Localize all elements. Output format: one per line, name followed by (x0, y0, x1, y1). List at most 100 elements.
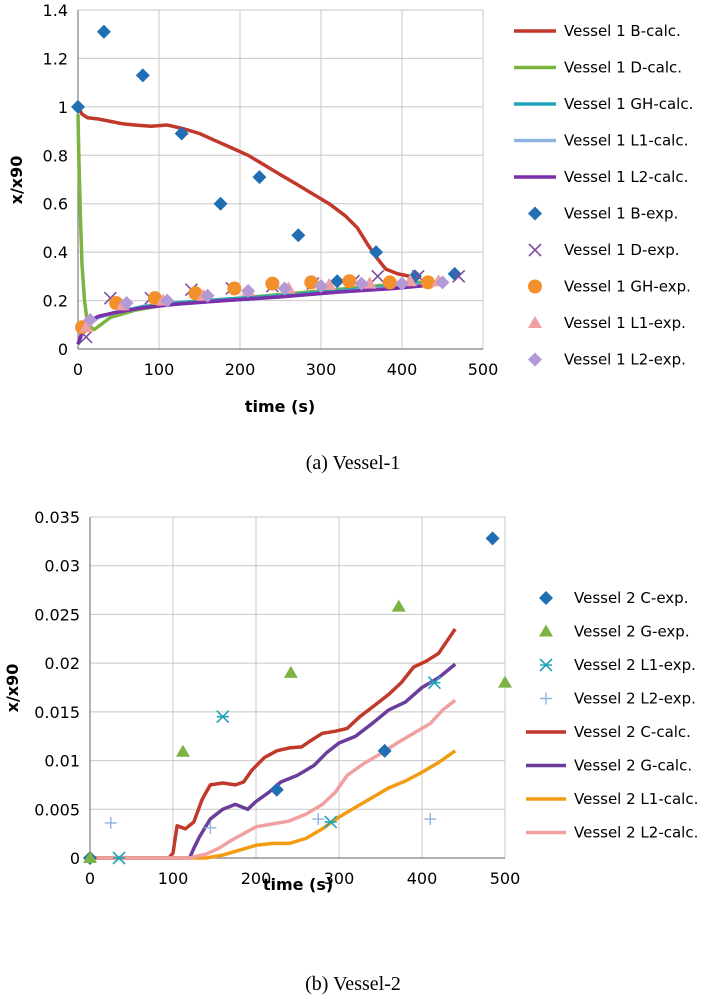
data-point-vessel-1-gh-exp (265, 276, 280, 291)
data-point-vessel-1-b-exp (135, 68, 150, 83)
x-tick-label: 100 (158, 869, 189, 888)
data-point-vessel-2-c-exp (269, 782, 284, 797)
legend-swatch (539, 658, 553, 672)
x-tick-label: 300 (306, 360, 337, 379)
data-point-vessel-1-b-exp (330, 274, 345, 289)
data-point-vessel-2-g-exp (283, 665, 298, 678)
legend-entry: Vessel 1 D-calc. (564, 59, 682, 77)
x-tick-label: 400 (387, 360, 418, 379)
y-tick-label: 0.005 (34, 800, 80, 819)
y-tick-label: 0.025 (34, 605, 80, 624)
data-point-vessel-2-l2-exp (424, 813, 437, 826)
y-tick-label: 0.035 (34, 508, 80, 527)
data-point-vessel-1-gh-exp (227, 281, 242, 296)
legend-entry: Vessel 1 L2-calc. (564, 168, 688, 186)
data-point-vessel-1-b-exp (213, 196, 228, 211)
figure-caption: (a) Vessel-1 (306, 452, 401, 474)
x-tick-label: 0 (73, 360, 83, 379)
legend-entry: Vessel 2 L2-calc. (574, 824, 698, 842)
legend-entry: Vessel 1 D-exp. (564, 241, 680, 259)
series-line-vessel-1-l2-calc (76, 283, 435, 345)
x-tick-label: 200 (241, 869, 272, 888)
legend-swatch (540, 692, 552, 705)
y-tick-label: 1.4 (43, 1, 68, 20)
data-point-vessel-2-c-exp (377, 743, 392, 758)
data-point-vessel-1-l2-exp (160, 293, 175, 308)
data-point-vessel-1-l2-exp (435, 275, 450, 290)
legend-entry: Vessel 2 L1-exp. (574, 656, 696, 674)
data-point-vessel-2-g-exp (391, 599, 406, 612)
data-point-vessel-1-l1-exp (79, 320, 94, 333)
y-tick-label: 0.015 (34, 703, 80, 722)
legend-entry: Vessel 1 L1-exp. (564, 314, 686, 332)
data-point-vessel-2-l1-exp (427, 676, 442, 690)
legend-entry: Vessel 2 C-exp. (574, 589, 688, 607)
legend-entry: Vessel 1 GH-exp. (564, 278, 691, 296)
x-axis-label: time (s) (245, 397, 315, 416)
series-line-vessel-1-gh-calc (76, 280, 435, 345)
legend-entry: Vessel 1 L2-exp. (564, 351, 686, 369)
data-point-vessel-1-b-exp (71, 99, 85, 114)
x-tick-label: 200 (225, 360, 256, 379)
data-point-vessel-1-l2-exp (277, 281, 292, 296)
legend-swatch (528, 206, 542, 221)
legend-entry: Vessel 2 G-exp. (574, 623, 690, 641)
x-tick-label: 300 (324, 869, 355, 888)
data-point-vessel-1-b-exp (291, 228, 306, 243)
data-point-vessel-1-l2-exp (354, 276, 369, 291)
chart-vessel-2: 0 100 200 300 400 500 0 0.005 0.01 0.015 0.02 0.025… (3, 508, 698, 995)
series-line-vessel-1-l1-calc (76, 281, 435, 345)
y-tick-label: 1 (58, 98, 68, 117)
legend-entry: Vessel 1 B-exp. (564, 205, 678, 223)
data-point-vessel-1-l2-exp (119, 295, 134, 310)
data-point-vessel-1-gh-exp (342, 274, 357, 289)
x-tick-label: 400 (407, 869, 438, 888)
data-point-vessel-1-l2-exp (395, 276, 409, 291)
data-point-vessel-2-l2-exp (104, 816, 117, 829)
data-point-vessel-1-b-exp (174, 126, 189, 141)
data-point-vessel-1-l2-exp (241, 283, 256, 298)
data-point-vessel-2-l2-exp (312, 813, 325, 826)
legend-entry: Vessel 1 B-calc. (564, 22, 681, 40)
y-tick-label: 0.02 (44, 654, 80, 673)
data-point-vessel-2-l1-exp (324, 815, 338, 829)
legend-entry: Vessel 1 GH-calc. (564, 95, 693, 113)
legend-swatch (528, 243, 542, 257)
y-tick-label: 0.01 (44, 752, 80, 771)
legend-swatch (528, 316, 542, 328)
series-line-vessel-2-c-calc (90, 628, 457, 860)
data-point-vessel-2-g-exp (83, 851, 97, 863)
legend-swatch (539, 591, 553, 605)
x-tick-label: 500 (490, 869, 521, 888)
data-point-vessel-2-g-exp (498, 675, 512, 688)
data-point-vessel-2-g-exp (175, 744, 190, 757)
x-axis-label: time (s) (263, 875, 333, 894)
chart-vessel-1: 0 100 200 300 400 500 0 0.2 0.4 0.6 0.8 1 1.2 1.4 time… (7, 1, 693, 474)
data-point-vessel-1-b-exp (96, 24, 111, 39)
y-tick-label: 0.8 (43, 146, 68, 165)
data-point-vessel-2-l2-exp (204, 821, 217, 834)
x-tick-label: 500 (468, 360, 499, 379)
legend-swatch (528, 352, 542, 367)
y-tick-label: 0.4 (43, 243, 68, 262)
data-point-vessel-1-l2-exp (83, 312, 98, 327)
series-line-vessel-2-l2-calc (90, 698, 457, 860)
legend-entry: Vessel 2 G-calc. (574, 757, 692, 775)
legend-entry: Vessel 1 L1-calc. (564, 132, 688, 150)
legend-entry: Vessel 2 L1-calc. (574, 790, 698, 808)
legend-entry: Vessel 2 L2-exp. (574, 690, 696, 708)
y-axis-label: x/x90 (3, 664, 22, 713)
x-tick-label: 100 (144, 360, 175, 379)
data-point-vessel-1-d-exp (452, 269, 466, 283)
y-tick-label: 0.2 (43, 292, 68, 311)
y-tick-label: 0.03 (44, 557, 80, 576)
legend-entry: Vessel 2 C-calc. (574, 723, 691, 741)
y-tick-label: 1.2 (43, 49, 68, 68)
data-point-vessel-1-b-exp (447, 266, 462, 281)
y-tick-label: 0 (58, 340, 68, 359)
legend-swatch (539, 624, 553, 637)
x-tick-label: 0 (85, 869, 95, 888)
data-point-vessel-2-l1-exp (216, 710, 230, 724)
series-line-vessel-2-l1-calc (90, 749, 457, 860)
